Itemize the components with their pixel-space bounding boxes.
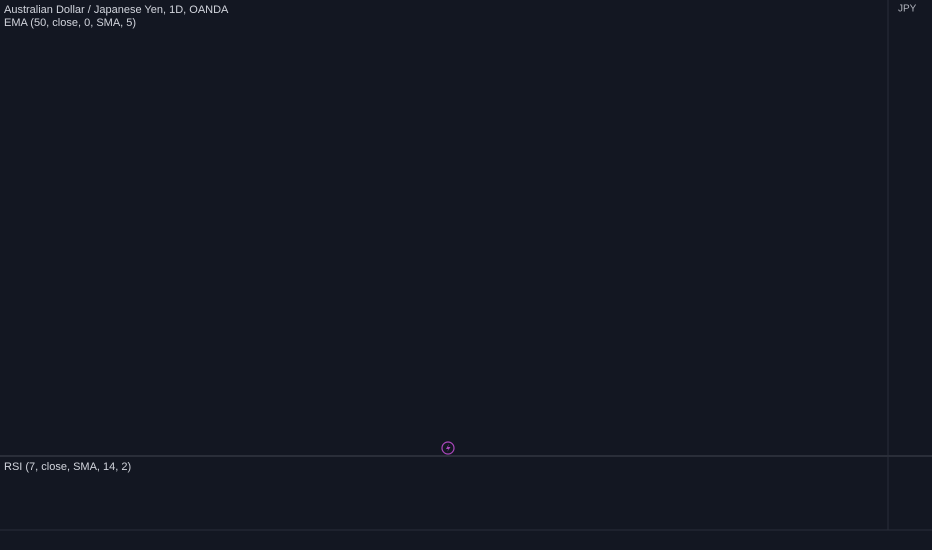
alert-icon[interactable] — [441, 441, 455, 455]
chart-title: Australian Dollar / Japanese Yen, 1D, OA… — [4, 4, 229, 16]
rsi-title: RSI (7, close, SMA, 14, 2) — [4, 461, 131, 473]
currency-label: JPY — [898, 4, 917, 15]
indicator-label: EMA (50, close, 0, SMA, 5) — [4, 17, 136, 29]
